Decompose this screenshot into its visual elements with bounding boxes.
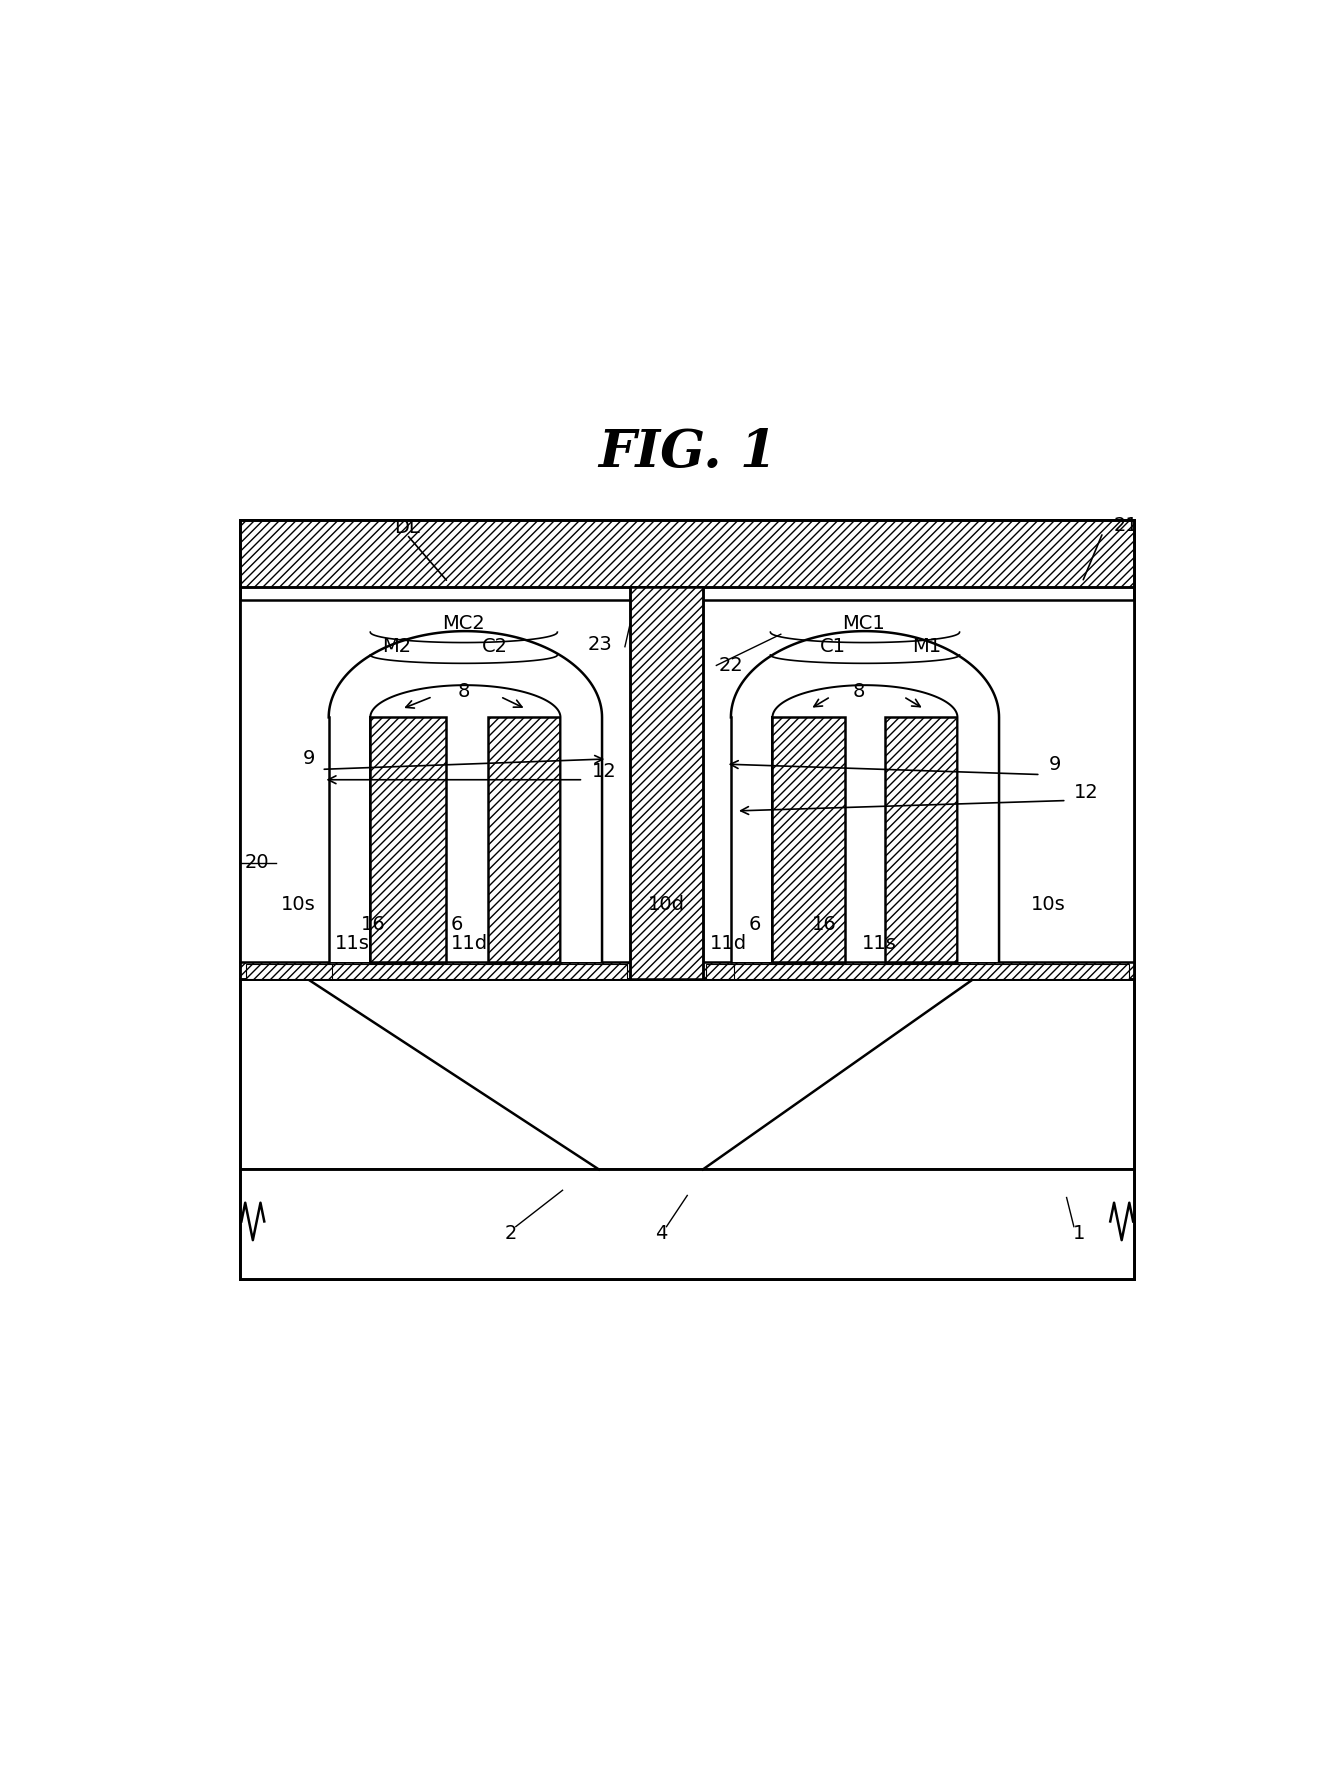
Text: 23: 23	[587, 636, 613, 654]
Text: 10d: 10d	[648, 896, 685, 913]
Polygon shape	[957, 718, 999, 962]
Text: M2: M2	[382, 638, 410, 656]
Text: 22: 22	[719, 656, 743, 675]
Text: DL: DL	[394, 518, 420, 537]
Polygon shape	[561, 718, 602, 962]
Polygon shape	[329, 718, 370, 962]
Bar	[240, 519, 1134, 587]
Bar	[734, 964, 1129, 980]
Text: 11s: 11s	[862, 935, 897, 953]
Bar	[240, 600, 1134, 962]
Text: 20: 20	[245, 853, 270, 872]
Bar	[240, 519, 1134, 1279]
Text: 10s: 10s	[282, 896, 316, 913]
Bar	[885, 718, 957, 962]
Text: 1: 1	[1073, 1225, 1085, 1243]
Text: 8: 8	[853, 682, 865, 700]
Text: 21: 21	[1113, 516, 1139, 536]
Bar	[240, 962, 1134, 980]
Bar	[245, 964, 599, 980]
Text: C2: C2	[481, 638, 508, 656]
Polygon shape	[329, 630, 602, 718]
Text: 11d: 11d	[711, 935, 747, 953]
Text: 6: 6	[451, 915, 463, 933]
Bar	[488, 718, 561, 962]
Text: 4: 4	[656, 1225, 668, 1243]
Text: C1: C1	[819, 638, 846, 656]
Bar	[370, 718, 447, 962]
Text: 16: 16	[813, 915, 837, 933]
Text: 9: 9	[303, 749, 315, 768]
Bar	[630, 587, 703, 980]
Text: 10s: 10s	[1030, 896, 1065, 913]
Text: FIG. 1: FIG. 1	[598, 426, 776, 478]
Text: 6: 6	[748, 915, 760, 933]
Text: MC2: MC2	[443, 614, 485, 634]
Bar	[331, 964, 628, 980]
Text: 12: 12	[591, 761, 617, 781]
Polygon shape	[731, 718, 772, 962]
Text: 2: 2	[504, 1225, 516, 1243]
Text: 16: 16	[361, 915, 386, 933]
Text: 8: 8	[457, 682, 469, 700]
Text: 11s: 11s	[335, 935, 370, 953]
Bar	[240, 519, 1134, 1279]
Text: 12: 12	[1074, 783, 1098, 802]
Bar	[772, 718, 845, 962]
Polygon shape	[731, 630, 999, 718]
Bar	[705, 964, 996, 980]
Text: 9: 9	[1049, 754, 1061, 774]
Bar	[240, 1170, 1134, 1279]
Bar	[240, 980, 1134, 1170]
Text: M1: M1	[912, 638, 941, 656]
Text: 11d: 11d	[451, 935, 488, 953]
Text: MC1: MC1	[842, 614, 885, 634]
